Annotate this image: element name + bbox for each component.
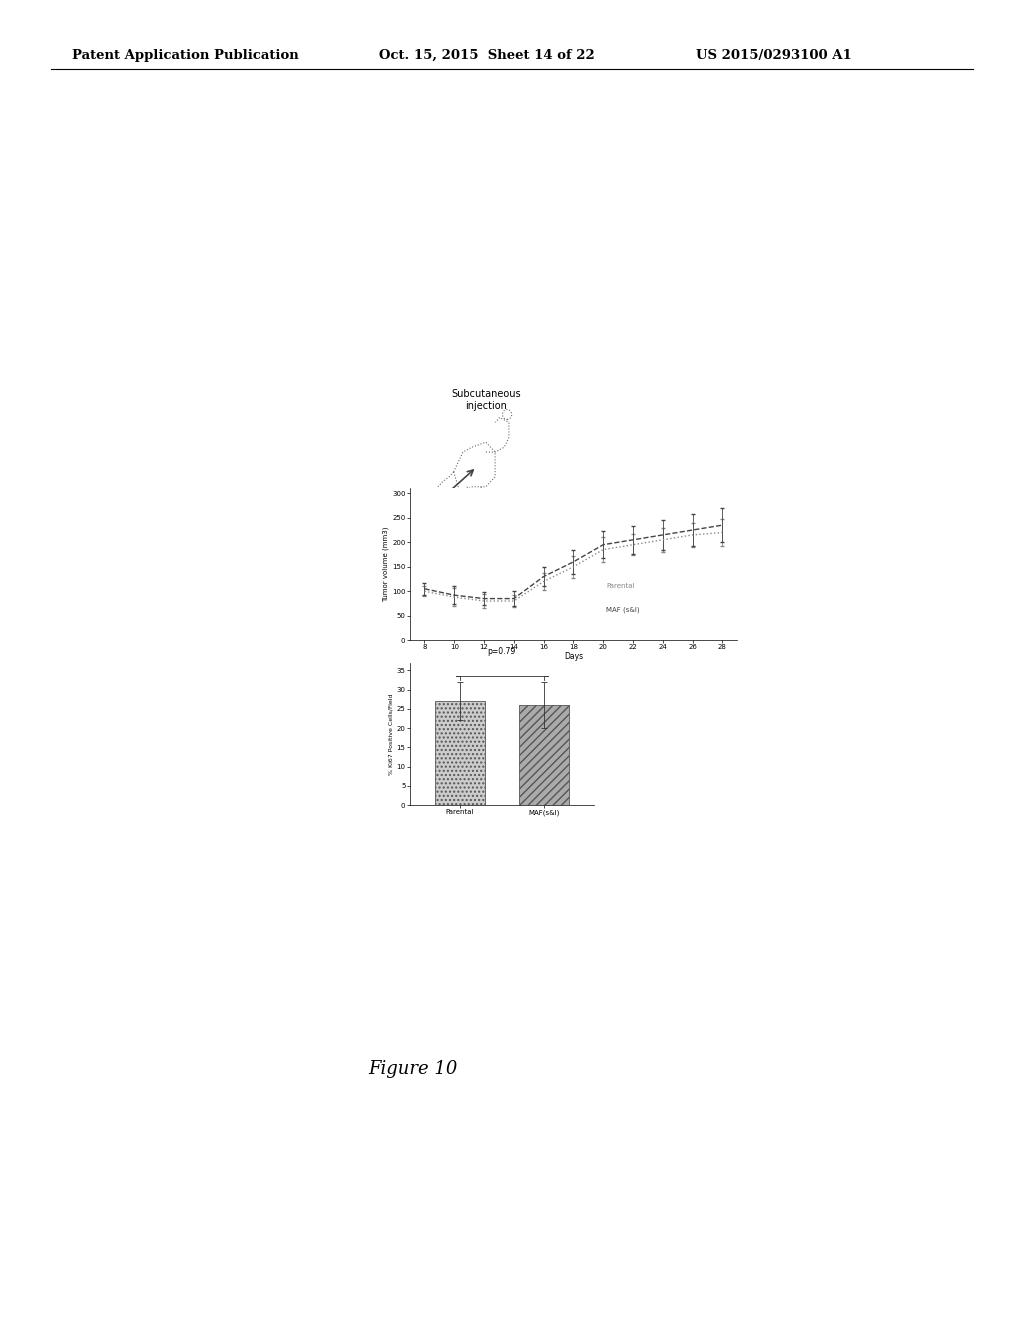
Bar: [518, 705, 568, 805]
Text: Patent Application Publication: Patent Application Publication: [72, 49, 298, 62]
Y-axis label: Tumor volume (mm3): Tumor volume (mm3): [383, 527, 389, 602]
Text: Figure 10: Figure 10: [369, 1060, 458, 1078]
X-axis label: Days: Days: [564, 652, 583, 661]
Y-axis label: % Ki67 Positive Cells/Field: % Ki67 Positive Cells/Field: [389, 693, 393, 775]
Text: US 2015/0293100 A1: US 2015/0293100 A1: [696, 49, 852, 62]
Text: Subcutaneous
injection: Subcutaneous injection: [452, 389, 521, 411]
Text: p=0.79: p=0.79: [487, 647, 516, 656]
Text: Oct. 15, 2015  Sheet 14 of 22: Oct. 15, 2015 Sheet 14 of 22: [379, 49, 595, 62]
Bar: [435, 701, 485, 805]
Text: Parental: Parental: [606, 582, 635, 589]
Text: MAF (s&l): MAF (s&l): [606, 607, 640, 614]
